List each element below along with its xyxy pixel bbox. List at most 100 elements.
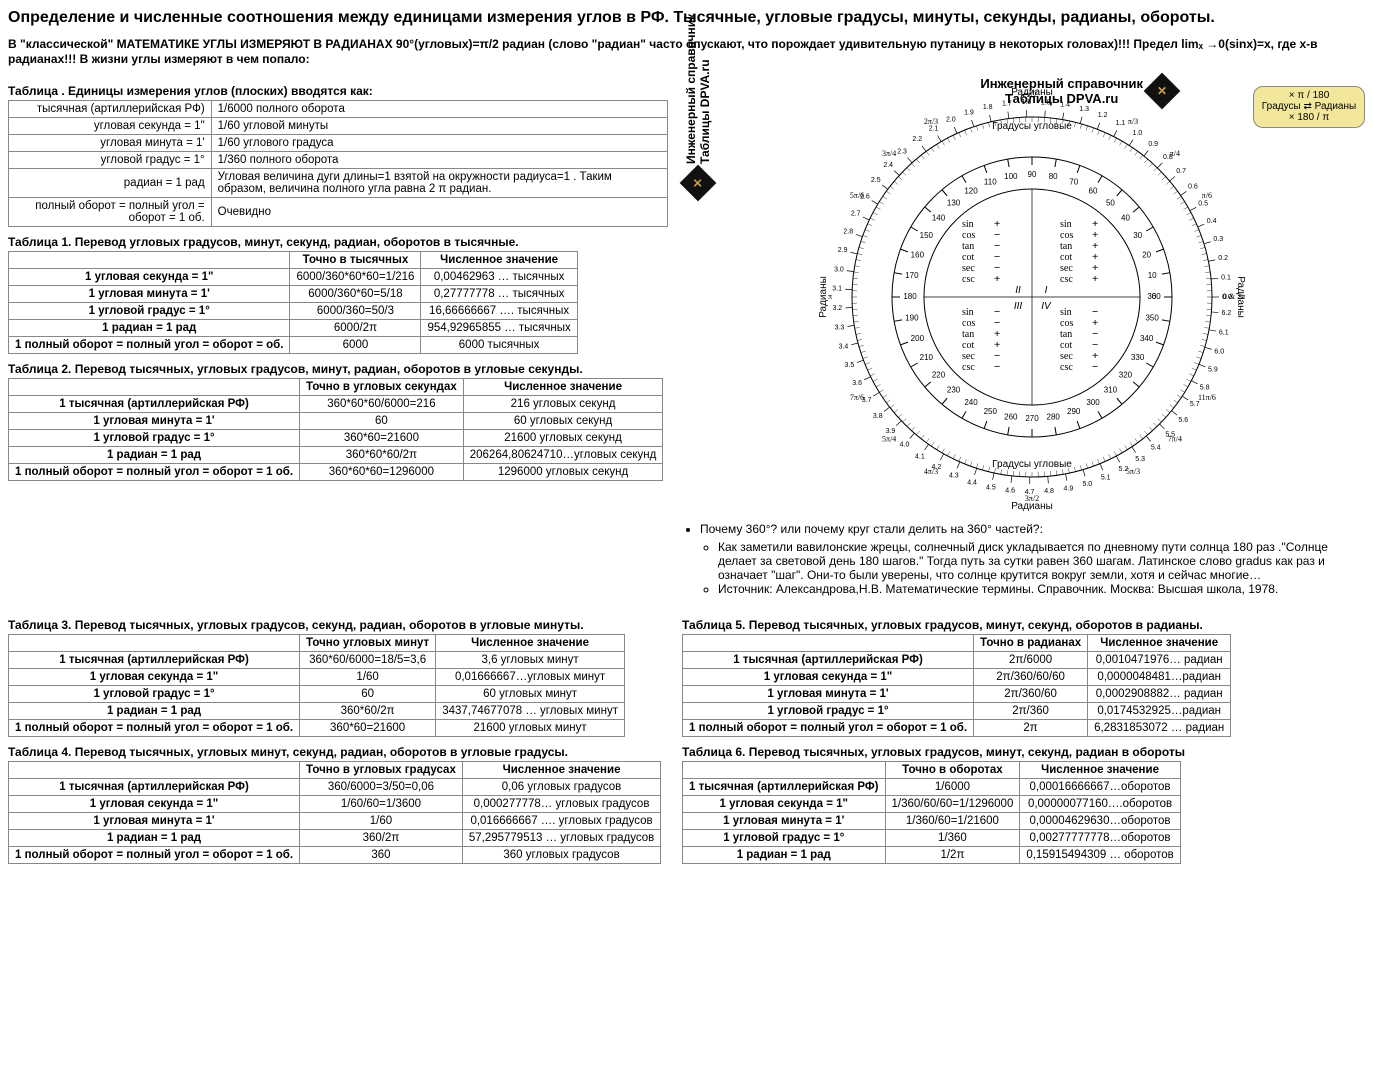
svg-text:4.6: 4.6: [1005, 488, 1015, 495]
table-cell: 16,66666667 …. тысячных: [421, 302, 577, 319]
table-cell: 6000 тысячных: [421, 336, 577, 353]
svg-text:3.8: 3.8: [873, 413, 883, 420]
svg-text:sec: sec: [962, 351, 975, 362]
svg-text:3.2: 3.2: [832, 305, 842, 312]
svg-text:π/3: π/3: [1128, 117, 1138, 126]
svg-text:150: 150: [920, 231, 934, 240]
table-header: Численное значение: [421, 251, 577, 268]
svg-text:4.5: 4.5: [986, 484, 996, 491]
table-cell: 1 угловая секунда = 1": [9, 795, 300, 812]
svg-text:110: 110: [984, 177, 997, 186]
table1: Точно в тысячныхЧисленное значение 1 угло…: [8, 251, 578, 354]
svg-text:250: 250: [984, 407, 998, 416]
svg-text:6.2: 6.2: [1221, 310, 1231, 317]
table-header: [9, 378, 300, 395]
svg-text:10: 10: [1148, 271, 1157, 280]
svg-text:270: 270: [1025, 414, 1039, 423]
table-cell: 1 полный оборот = полный угол = оборот =…: [683, 719, 974, 736]
table-cell: 1 радиан = 1 рад: [9, 319, 290, 336]
svg-text:cos: cos: [1060, 230, 1073, 241]
svg-text:5π/3: 5π/3: [1126, 467, 1140, 476]
svg-text:220: 220: [932, 371, 946, 380]
table-cell: 360: [300, 846, 463, 863]
svg-text:320: 320: [1119, 371, 1133, 380]
note-block: Почему 360°? или почему круг стали делит…: [682, 522, 1365, 596]
svg-text:3.1: 3.1: [832, 286, 842, 293]
svg-text:5.4: 5.4: [1151, 445, 1161, 452]
svg-text:200: 200: [911, 334, 925, 343]
svg-text:csc: csc: [1060, 274, 1073, 285]
table6-title: Таблица 6. Перевод тысячных, угловых гра…: [682, 745, 1365, 759]
svg-text:Радианы: Радианы: [818, 276, 829, 318]
table-header: [9, 761, 300, 778]
svg-text:1.5: 1.5: [1041, 99, 1051, 106]
svg-text:50: 50: [1106, 199, 1115, 208]
table-cell: 360*60*60=1296000: [300, 463, 464, 480]
svg-text:tan: tan: [1060, 241, 1072, 252]
table-cell: 1 тысячная (артиллерийская РФ): [9, 651, 300, 668]
table-cell: 1/60: [300, 668, 436, 685]
table-header: [9, 251, 290, 268]
table-cell: 1 угловой градус = 1°: [9, 429, 300, 446]
svg-text:I: I: [1045, 285, 1048, 296]
svg-text:0.1: 0.1: [1221, 274, 1231, 281]
table-cell: 1 тысячная (артиллерийская РФ): [683, 778, 886, 795]
svg-text:130: 130: [947, 199, 961, 208]
svg-text:5.6: 5.6: [1178, 417, 1188, 424]
svg-text:IV: IV: [1041, 301, 1052, 312]
svg-text:210: 210: [920, 353, 934, 362]
svg-text:csc: csc: [962, 362, 975, 373]
table3-title: Таблица 3. Перевод тысячных, угловых гра…: [8, 618, 668, 632]
table-cell: 1 угловая секунда = 1": [683, 668, 974, 685]
svg-text:11π/6: 11π/6: [1198, 393, 1216, 402]
table-header: Точно в угловых секундах: [300, 378, 464, 395]
svg-text:340: 340: [1140, 334, 1154, 343]
svg-text:0.2: 0.2: [1218, 255, 1228, 262]
table-cell: 0,0002908882… радиан: [1088, 685, 1231, 702]
svg-text:160: 160: [911, 250, 925, 259]
svg-text:Градусы угловые: Градусы угловые: [992, 459, 1072, 470]
svg-text:1.6: 1.6: [1021, 99, 1031, 106]
svg-text:Градусы угловые: Градусы угловые: [992, 121, 1072, 132]
table-cell: 360*60=21600: [300, 429, 464, 446]
svg-text:180: 180: [903, 292, 917, 301]
table5-title: Таблица 5. Перевод тысячных, угловых гра…: [682, 618, 1365, 632]
table-cell: 1/360 полного оборота: [211, 151, 667, 168]
table2: Точно в угловых секундахЧисленное значен…: [8, 378, 663, 481]
table-cell: 360 угловых градусов: [462, 846, 660, 863]
svg-text:1.4: 1.4: [1060, 102, 1070, 109]
table-cell: 1 угловая секунда = 1": [683, 795, 886, 812]
table-cell: 360*60=21600: [300, 719, 436, 736]
table6: Точно в оборотахЧисленное значение1 тыся…: [682, 761, 1181, 864]
svg-text:π/6: π/6: [1202, 191, 1212, 200]
svg-text:30: 30: [1133, 231, 1142, 240]
svg-text:3.3: 3.3: [835, 325, 845, 332]
dial-panel: Инженерный справочник Таблицы DPVA.ru Ин…: [682, 76, 1365, 516]
table-cell: 1 угловой градус = 1°: [683, 702, 974, 719]
svg-text:120: 120: [964, 186, 978, 195]
table-cell: 60 угловых минут: [436, 685, 625, 702]
svg-text:0.4: 0.4: [1207, 218, 1217, 225]
table-cell: 360/2π: [300, 829, 463, 846]
table-cell: Очевидно: [211, 197, 667, 226]
table-cell: 1 радиан = 1 рад: [9, 702, 300, 719]
table-cell: 1 угловая минута = 1': [9, 285, 290, 302]
svg-text:cos: cos: [962, 318, 975, 329]
svg-text:sin: sin: [1060, 219, 1072, 230]
table-cell: 1 угловой градус = 1°: [9, 302, 290, 319]
svg-text:20: 20: [1142, 250, 1151, 259]
note-sub2: Источник: Александрова,Н.В. Математическ…: [718, 582, 1365, 596]
table-cell: 1 радиан = 1 рад: [9, 446, 300, 463]
svg-text:−: −: [1092, 361, 1098, 373]
table-cell: Угловая величина дуги длины=1 взятой на …: [211, 168, 667, 197]
intro-table-title: Таблица . Единицы измерения углов (плоск…: [8, 84, 668, 98]
svg-text:350: 350: [1145, 313, 1159, 322]
table-header: Численное значение: [1020, 761, 1180, 778]
table-header: Точно в тысячных: [290, 251, 421, 268]
svg-text:7π/6: 7π/6: [850, 393, 864, 402]
svg-text:280: 280: [1047, 412, 1061, 421]
svg-text:sin: sin: [1060, 307, 1072, 318]
svg-text:5.3: 5.3: [1135, 456, 1145, 463]
svg-text:tan: tan: [962, 241, 974, 252]
svg-text:360: 360: [1147, 292, 1161, 301]
